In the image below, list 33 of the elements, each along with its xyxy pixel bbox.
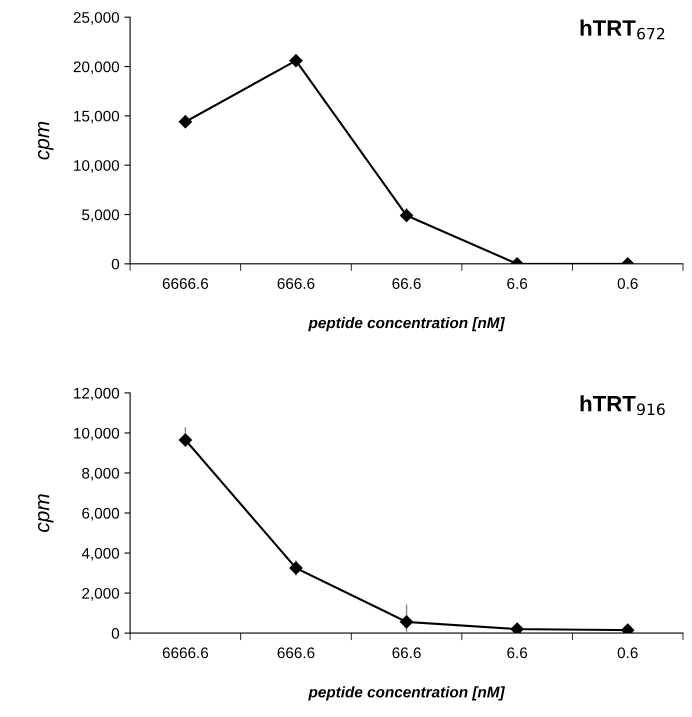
- y-tick-label: 20,000: [74, 61, 120, 74]
- x-tick-label: 6.6: [507, 647, 528, 658]
- chart-title: hTRT$_{916}$: [580, 395, 665, 416]
- x-tick-label: 0.6: [618, 647, 638, 658]
- x-tick-label: 6.6: [507, 278, 528, 289]
- point: [400, 615, 414, 628]
- point: [178, 433, 192, 447]
- y-tick-label: 25,000: [74, 12, 120, 25]
- x-tick-label: 0.6: [618, 278, 638, 289]
- y-tick-label: 4,000: [82, 548, 120, 561]
- y-tick-label: 5,000: [82, 209, 120, 222]
- x-tick-label: 66.6: [392, 278, 421, 289]
- y-tick-label: 0: [112, 258, 120, 270]
- y-tick-label: 8,000: [82, 468, 120, 480]
- x-tick-label: 666.6: [278, 278, 314, 289]
- y-tick-label: 0: [112, 628, 120, 639]
- x-tick-label: 666.6: [278, 647, 314, 658]
- x-tick-label: 6666.6: [162, 647, 208, 658]
- y-tick-label: 2,000: [82, 588, 120, 601]
- x-tick-label: 66.6: [392, 647, 421, 658]
- y-axis-title: cpm: [38, 122, 54, 160]
- y-tick-label: 10,000: [74, 428, 120, 440]
- y-tick-label: 15,000: [74, 110, 120, 124]
- point: [510, 622, 524, 634]
- y-tick-label: 12,000: [74, 388, 120, 400]
- chart-title: hTRT$_{672}$: [580, 20, 664, 40]
- y-tick-label: 6,000: [82, 508, 120, 521]
- y-axis-title: cpm: [38, 494, 54, 532]
- y-tick-label: 10,000: [74, 160, 120, 173]
- x-axis-title: peptide concentration [nM]: [308, 316, 506, 332]
- x-tick-label: 6666.6: [162, 278, 208, 289]
- x-axis-title: peptide concentration [nM]: [308, 686, 506, 700]
- point: [289, 561, 303, 575]
